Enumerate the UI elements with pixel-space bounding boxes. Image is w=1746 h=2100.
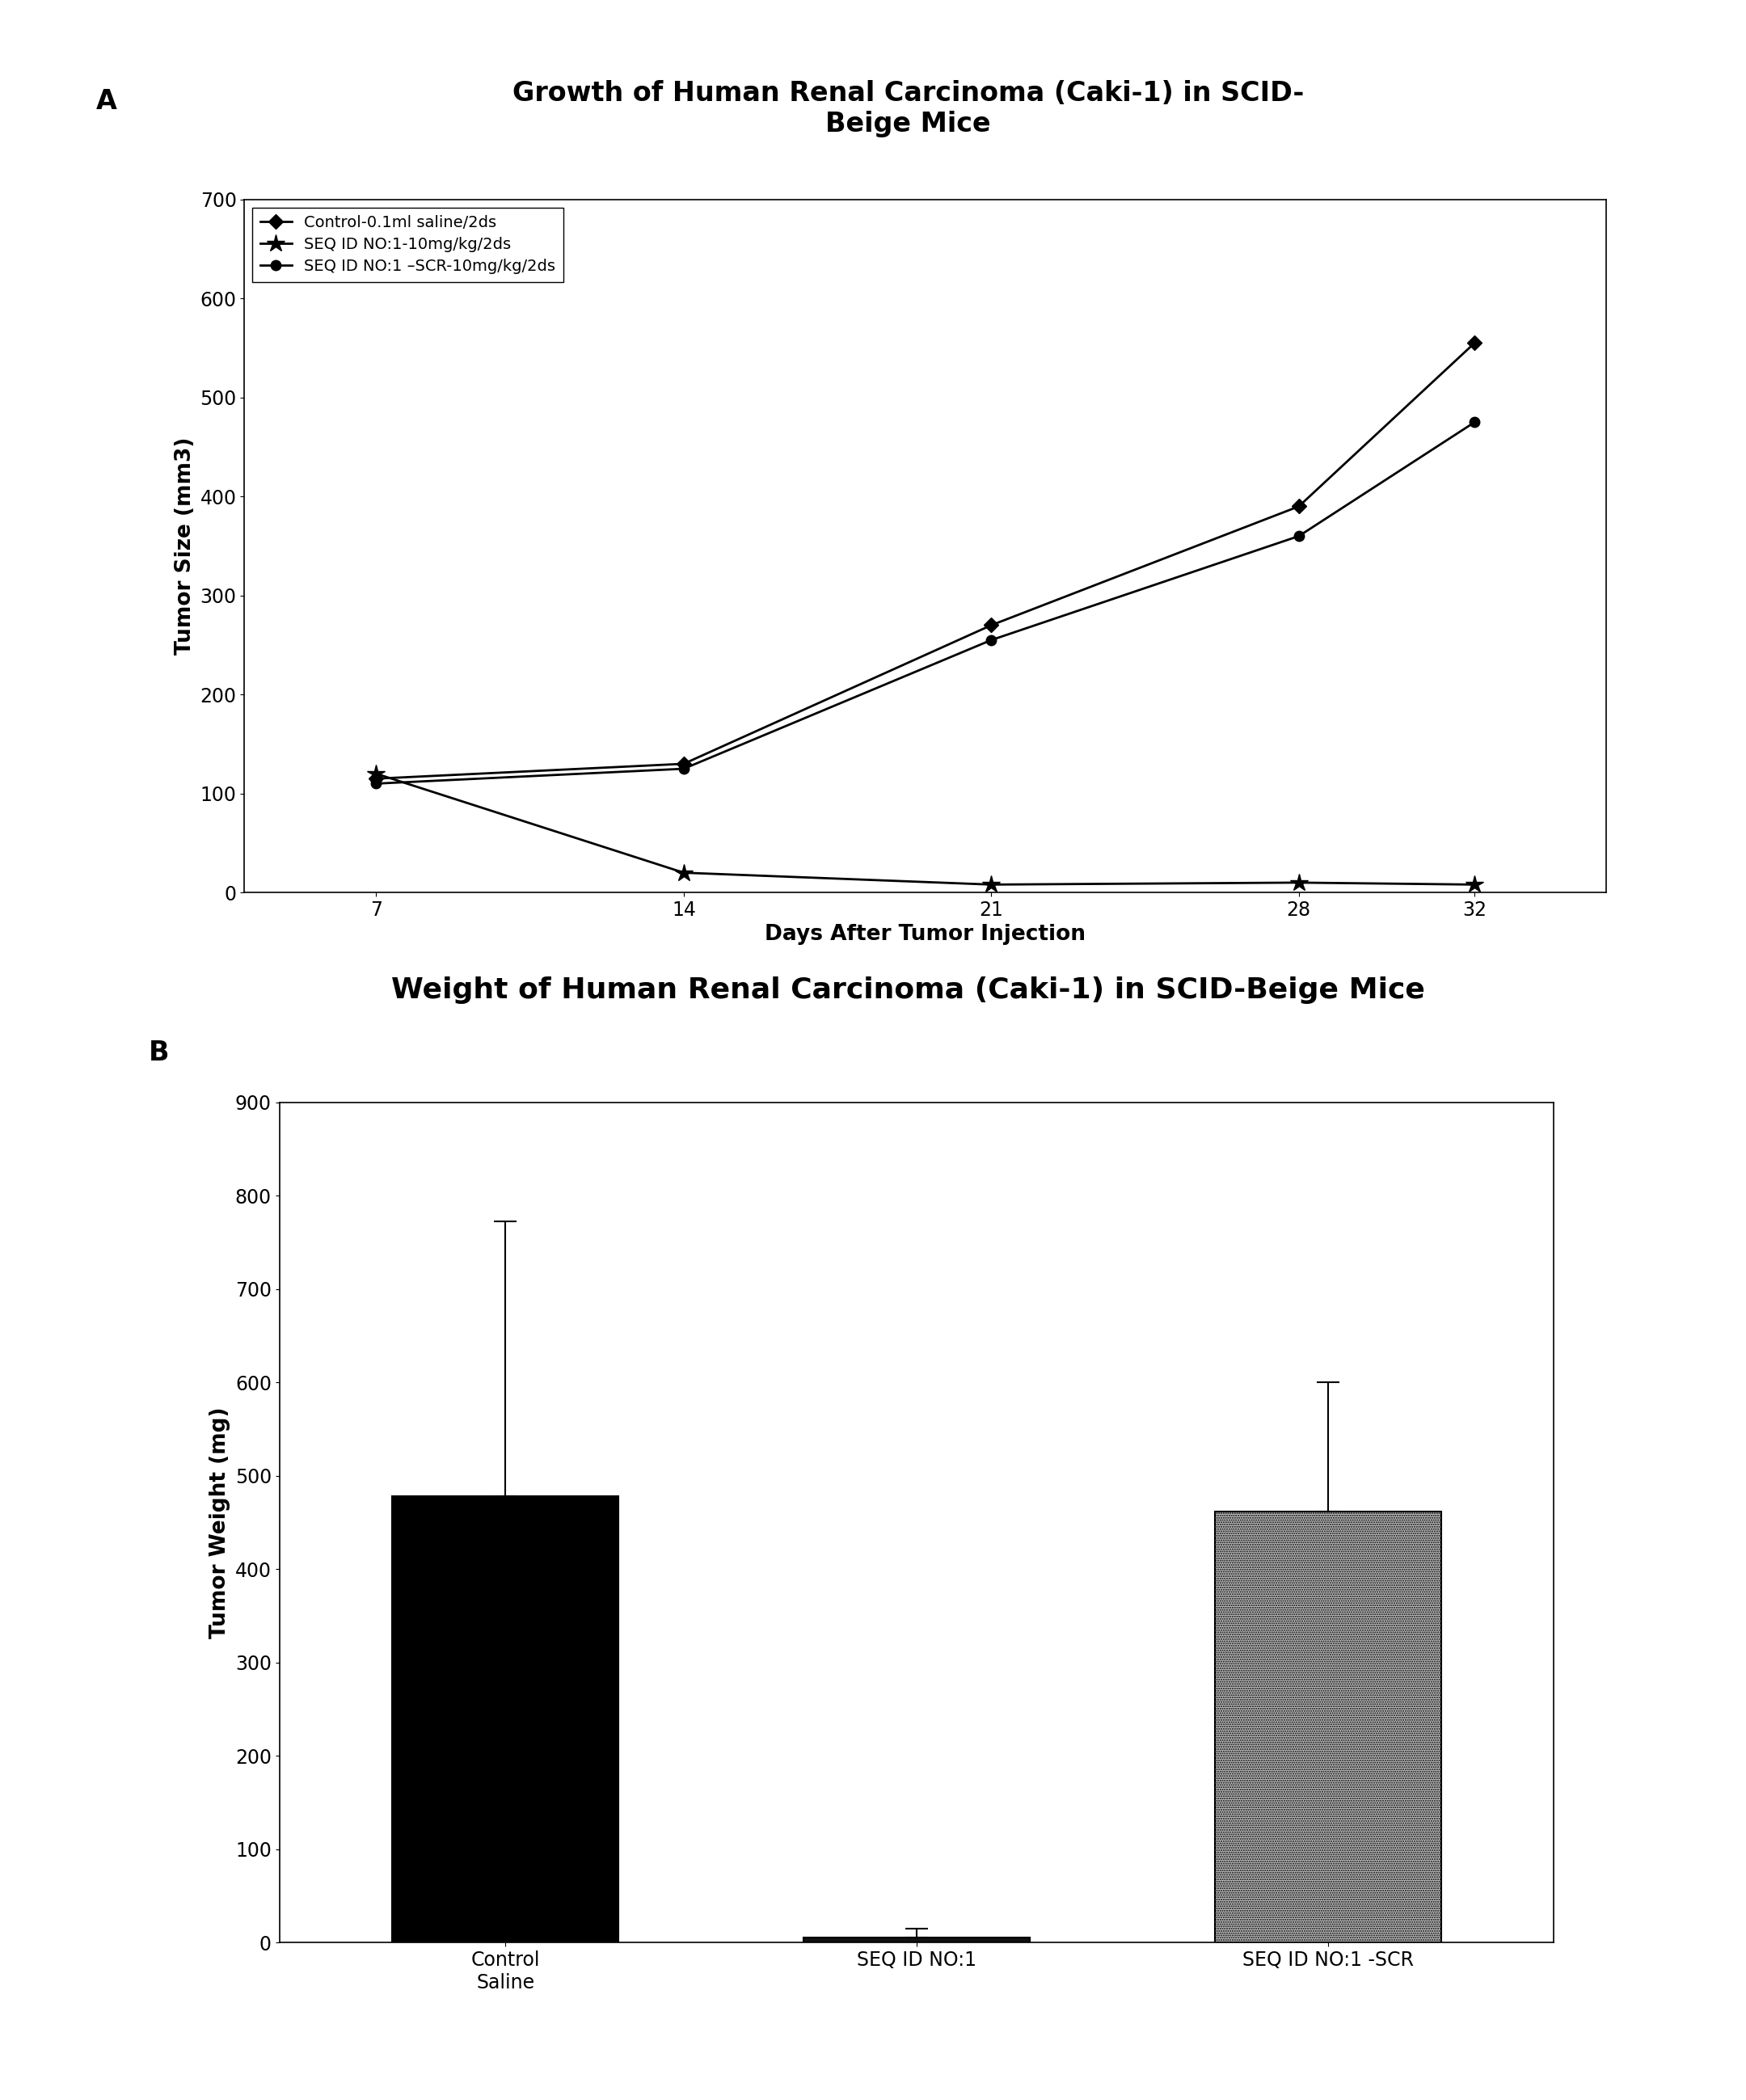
SEQ ID NO:1 –SCR-10mg/kg/2ds	[981, 628, 1002, 653]
Text: Growth of Human Renal Carcinoma (Caki-1) in SCID-
Beige Mice: Growth of Human Renal Carcinoma (Caki-1)…	[512, 80, 1304, 136]
Control-0.1ml saline/2ds	[981, 613, 1002, 638]
SEQ ID NO:1 –SCR-10mg/kg/2ds	[365, 771, 386, 796]
Text: A: A	[96, 88, 117, 116]
SEQ ID NO:1-10mg/kg/2ds	[674, 861, 695, 886]
Bar	[803, 1938, 1030, 1943]
SEQ ID NO:1-10mg/kg/2ds	[981, 871, 1002, 897]
Line: SEQ ID NO:1 –SCR-10mg/kg/2ds: SEQ ID NO:1 –SCR-10mg/kg/2ds	[372, 418, 1479, 790]
Legend: Control-0.1ml saline/2ds, SEQ ID NO:1-10mg/kg/2ds, SEQ ID NO:1 –SCR-10mg/kg/2ds: Control-0.1ml saline/2ds, SEQ ID NO:1-10…	[253, 208, 564, 281]
Text: B: B	[148, 1040, 169, 1067]
SEQ ID NO:1-10mg/kg/2ds	[1289, 869, 1310, 895]
X-axis label: Days After Tumor Injection: Days After Tumor Injection	[765, 924, 1086, 945]
Y-axis label: Tumor Weight (mg): Tumor Weight (mg)	[210, 1407, 230, 1638]
Control-0.1ml saline/2ds	[674, 752, 695, 777]
SEQ ID NO:1 –SCR-10mg/kg/2ds	[1289, 523, 1310, 548]
SEQ ID NO:1-10mg/kg/2ds	[365, 760, 386, 785]
Control-0.1ml saline/2ds	[1465, 330, 1486, 355]
Bar	[393, 1497, 618, 1943]
Control-0.1ml saline/2ds	[365, 766, 386, 792]
Text: Weight of Human Renal Carcinoma (Caki-1) in SCID-Beige Mice: Weight of Human Renal Carcinoma (Caki-1)…	[391, 977, 1425, 1004]
SEQ ID NO:1 –SCR-10mg/kg/2ds	[674, 756, 695, 781]
Line: SEQ ID NO:1-10mg/kg/2ds: SEQ ID NO:1-10mg/kg/2ds	[367, 764, 1484, 895]
SEQ ID NO:1 –SCR-10mg/kg/2ds	[1465, 410, 1486, 435]
Y-axis label: Tumor Size (mm3): Tumor Size (mm3)	[175, 437, 196, 655]
Line: Control-0.1ml saline/2ds: Control-0.1ml saline/2ds	[372, 338, 1479, 783]
Control-0.1ml saline/2ds	[1289, 494, 1310, 519]
SEQ ID NO:1-10mg/kg/2ds	[1465, 871, 1486, 897]
Bar	[1215, 1512, 1440, 1943]
